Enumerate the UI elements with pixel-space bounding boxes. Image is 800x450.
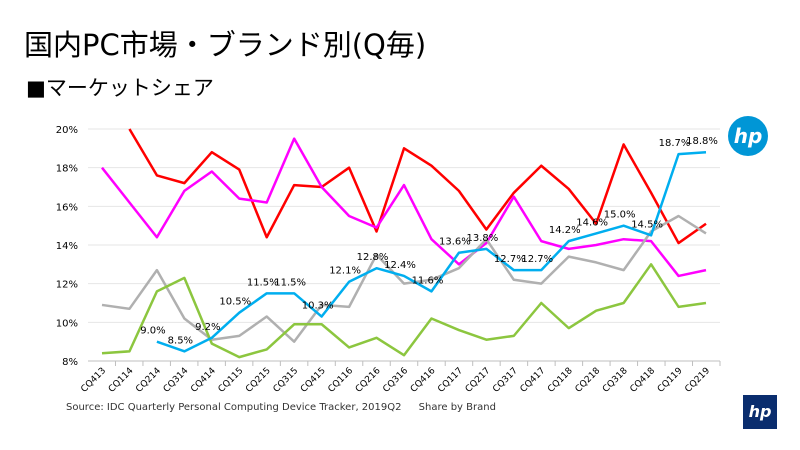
x-tick-label: CQ413 [79,366,108,395]
x-tick-label: CQ115 [217,366,246,395]
x-tick-label: CQ317 [491,366,520,395]
source-note: Source: IDC Quarterly Personal Computing… [66,402,510,413]
data-label: 13.8% [466,233,498,244]
series-line-1 [101,137,707,278]
data-label: 11.5% [274,277,306,288]
x-tick-label: CQ314 [162,366,191,395]
series-line-3 [101,263,707,359]
data-label: 9.0% [140,326,165,337]
data-label: 15.0% [604,210,636,221]
data-label: 18.7% [659,138,691,149]
data-label: 12.1% [329,266,361,277]
x-tick-label: CQ217 [464,366,493,395]
series-line-0 [128,128,707,245]
y-tick-label: 8% [62,357,78,368]
x-tick-label: CQ417 [519,366,548,395]
data-label: 13.6% [439,237,471,248]
data-label: 12.8% [357,252,389,263]
x-tick-label: CQ316 [381,366,410,395]
data-label: 11.5% [247,277,279,288]
x-tick-label: CQ214 [134,366,163,395]
x-tick-label: CQ415 [299,366,328,395]
y-tick-label: 18% [56,164,78,175]
x-tick-label: CQ119 [656,366,685,395]
hp-logo-circle: hp [728,116,768,156]
x-tick-label: CQ117 [436,366,465,395]
x-tick-label: CQ315 [272,366,301,395]
page-subtitle: ■マーケットシェア [26,76,214,100]
x-tick-label: CQ219 [683,366,712,395]
x-tick-label: CQ416 [409,366,438,395]
source-text: Source: IDC Quarterly Personal Computing… [66,402,402,413]
data-label: 12.7% [521,254,553,265]
data-label: 10.3% [302,301,334,312]
x-tick-label: CQ216 [354,366,383,395]
x-tick-label: CQ218 [574,366,603,395]
data-label: 8.5% [168,335,193,346]
hp-logo-square: hp [743,395,777,429]
y-tick-label: 10% [56,318,78,329]
data-label: 18.8% [686,136,718,147]
y-tick-label: 20% [56,125,78,136]
y-tick-label: 12% [56,280,78,291]
series-line-2 [101,214,707,343]
x-tick-label: CQ318 [601,366,630,395]
data-label: 14.6% [576,217,608,228]
x-tick-label: CQ118 [546,366,575,395]
data-label: 9.2% [195,322,220,333]
data-label: 10.5% [219,297,251,308]
x-tick-label: CQ215 [244,366,273,395]
series-line-4 [156,150,707,353]
x-tick-label: CQ114 [107,366,136,395]
page-title: 国内PC市場・ブランド別(Q毎) [24,28,427,62]
data-label: 12.4% [384,260,416,271]
x-tick-label: CQ418 [629,366,658,395]
y-tick-label: 16% [56,202,78,213]
x-tick-label: CQ116 [327,366,356,395]
data-label: 12.7% [494,254,526,265]
data-label: 14.2% [549,225,581,236]
x-tick-label: CQ414 [189,366,218,395]
y-tick-label: 14% [56,241,78,252]
data-label: 14.5% [631,219,663,230]
share-note: Share by Brand [418,402,496,413]
data-label: 11.6% [412,275,444,286]
